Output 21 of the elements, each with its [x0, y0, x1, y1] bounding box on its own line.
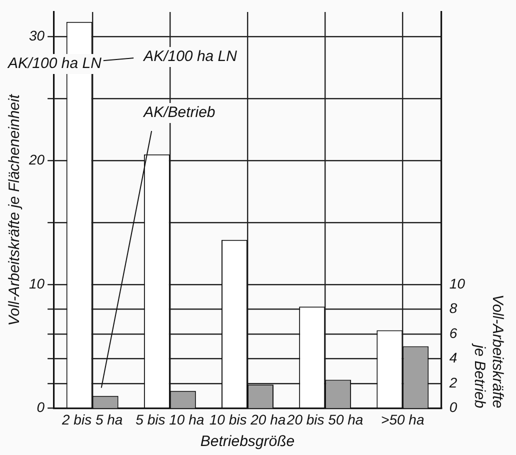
x-tick-label: 2 bis 5 ha: [61, 411, 123, 428]
x-tick-label: 10 bis 20 ha: [209, 411, 286, 428]
y2-axis-title: Voll-Arbeitskräfte je Betrieb: [470, 294, 506, 408]
y-tick-label: 30: [28, 28, 45, 44]
x-tick-label: >50 ha: [381, 411, 424, 428]
y-tick-label: 20: [28, 151, 45, 168]
y-tick-label: 10: [28, 275, 45, 292]
y2-tick-label: 4: [449, 350, 458, 366]
y2-tick-label: 6: [449, 324, 458, 341]
x-axis-title: Betriebsgröße: [200, 433, 295, 450]
text: AK/Betrieb: [142, 104, 216, 122]
annotation: AK/100 ha LN: [7, 55, 102, 72]
y-tick-label: 0: [36, 399, 45, 416]
x-tick-label: 5 bis 10 ha: [136, 411, 204, 428]
text: AK/100 ha LN: [142, 48, 238, 66]
y-axis-title: Voll-Arbeitskräfte je Flächeneinheit: [6, 94, 24, 326]
y2-tick-label: 10: [449, 275, 466, 292]
y2-tick-label: 2: [448, 374, 458, 390]
y2-tick-label: 0: [449, 399, 458, 416]
x-tick-label: 20 bis 50 ha: [286, 411, 364, 428]
y2-tick-label: 8: [449, 300, 458, 316]
